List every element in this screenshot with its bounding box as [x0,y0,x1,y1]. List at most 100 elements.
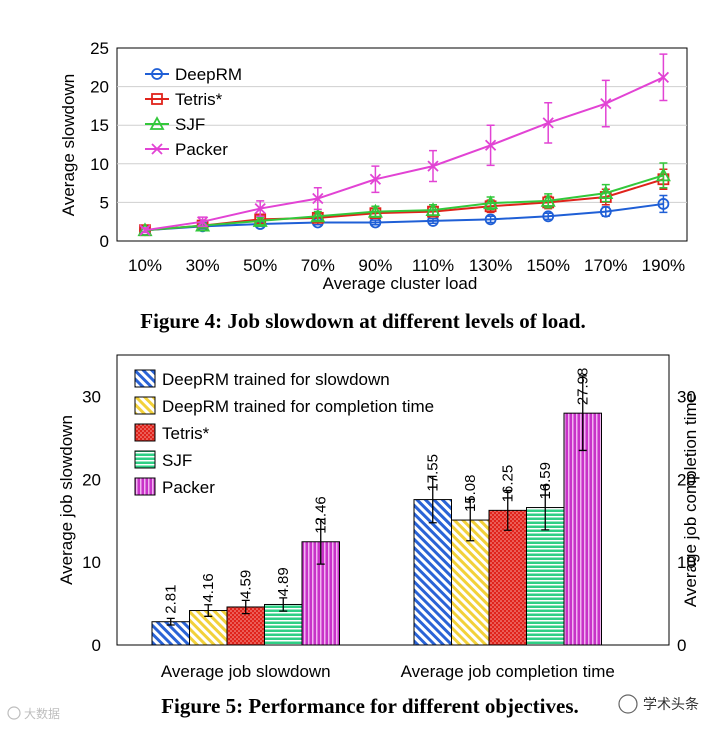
y-tick-labels: 0 5 10 15 20 25 [90,39,109,251]
error-bar [541,484,550,531]
bar-value-label: 4.16 [200,573,217,602]
legend-swatch [134,450,156,469]
data-point [139,224,151,236]
data-point [483,195,499,210]
legend-label: DeepRM trained for completion time [162,397,434,416]
series-line [144,76,664,232]
bar-value-label: 15.08 [462,475,479,513]
x-tick-label: 130% [469,256,512,275]
error-bar [466,498,475,542]
legend: DeepRM trained for slowdown DeepRM traine… [134,369,434,497]
y-tick-label-left: 10 [82,553,101,572]
wechat-logo-icon [618,694,638,714]
bar-chart: 2.81 17.55 4.16 15.08 4.59 16.25 4.89 16.59 12.4… [57,354,700,718]
data-point [600,97,612,110]
watermark-right-text: 学术头条 [643,696,699,712]
series-line [144,202,664,232]
data-point [598,185,614,200]
y-tick-label: 25 [90,39,109,58]
y-tick-label-left: 20 [82,470,101,489]
legend-label: Tetris* [175,90,223,109]
legend-label: DeepRM trained for slowdown [162,370,390,389]
bar-group-item: 2.81 [151,585,190,646]
watermark-right: 学术头条 [618,694,699,714]
bar-group-item: 16.59 [526,462,565,646]
x-tick-labels: 10% 30% 50% 70% 90% 110% 130% 150% 170% 190% [128,256,685,275]
y-tick-label-right: 20 [677,470,696,489]
error-bar [316,518,325,565]
legend-item: SJF [145,115,205,134]
data-point [657,71,670,83]
x-tick-label: 10% [128,256,162,275]
bar-group-item: 4.89 [264,567,303,646]
legend-item: DeepRM [145,65,242,84]
x-tick-label: 110% [412,256,454,275]
x-tick-label: 170% [584,256,627,275]
bar-value-label: 4.59 [238,570,255,599]
bar-value-label: 12.46 [313,496,330,534]
x-tick-label: 150% [526,256,569,275]
bar-value-label: 4.89 [275,567,292,596]
data-point [425,202,441,217]
y-tick-label: 20 [90,78,109,97]
x-tick-label: 190% [642,256,685,275]
figure-5-caption: Figure 5: Performance for different obje… [161,694,579,718]
y-axis-label-right: Average job completion time [681,393,700,607]
y-tick-label-right: 0 [677,636,686,655]
data-point [484,213,497,226]
watermark-logo-icon [7,706,21,720]
watermark-left: 大数据 [7,706,60,721]
legend: DeepRM Tetris* SJF Packer [145,65,242,159]
data-point [657,198,670,210]
y-tick-label-right: 30 [677,387,696,406]
error-bar [578,375,587,452]
x-tick-label: 30% [186,256,220,275]
x-tick-labels: Average job slowdown Average job completi… [161,662,615,681]
legend-item: Tetris* [145,90,223,109]
legend-item: Tetris* [134,423,210,443]
y-tick-label-right: 10 [677,553,696,572]
bar-group-item: 4.16 [189,573,228,646]
y-gridlines [117,86,687,203]
series-sjf [137,162,671,237]
data-point [542,117,554,129]
plot-frame [116,47,688,242]
watermark-left-text: 大数据 [24,706,60,721]
data-point [149,116,165,130]
legend-swatch [134,423,156,442]
data-point [542,210,555,223]
y-tick-label: 10 [90,155,109,174]
data-point [655,167,671,182]
legend-swatch [134,369,156,388]
legend-item: Packer [145,140,228,159]
bars: 2.81 17.55 4.16 15.08 4.59 16.25 4.89 16.59 12.4… [151,368,602,646]
error-bar [428,475,437,524]
data-point [599,205,612,218]
legend-item: SJF [134,450,192,470]
bar-value-label: 16.59 [537,462,554,500]
legend-label: Tetris* [162,424,210,443]
data-point [196,216,209,228]
bar [563,412,602,646]
x-tick-label: Average job completion time [401,662,615,681]
y-tick-label-left: 0 [92,636,101,655]
legend-item: DeepRM trained for slowdown [134,369,390,389]
bar-group-item: 4.59 [226,570,265,646]
x-tick-label: 90% [358,256,392,275]
bar-group-item: 27.98 [563,368,602,646]
legend-item: Packer [134,477,215,497]
legend-label: Packer [175,140,228,159]
data-point [252,213,268,227]
series-deeprm [139,194,670,237]
bar-group-item: 17.55 [413,454,452,646]
data-point [484,139,497,151]
bar-value-label: 27.98 [575,368,592,406]
error-bar [503,489,512,531]
legend-swatch [134,396,156,415]
data-point [540,192,556,207]
y-tick-label: 0 [100,232,109,251]
bar-group-item: 15.08 [451,475,490,646]
data-point [151,93,163,105]
bar-value-label: 2.81 [163,585,180,614]
